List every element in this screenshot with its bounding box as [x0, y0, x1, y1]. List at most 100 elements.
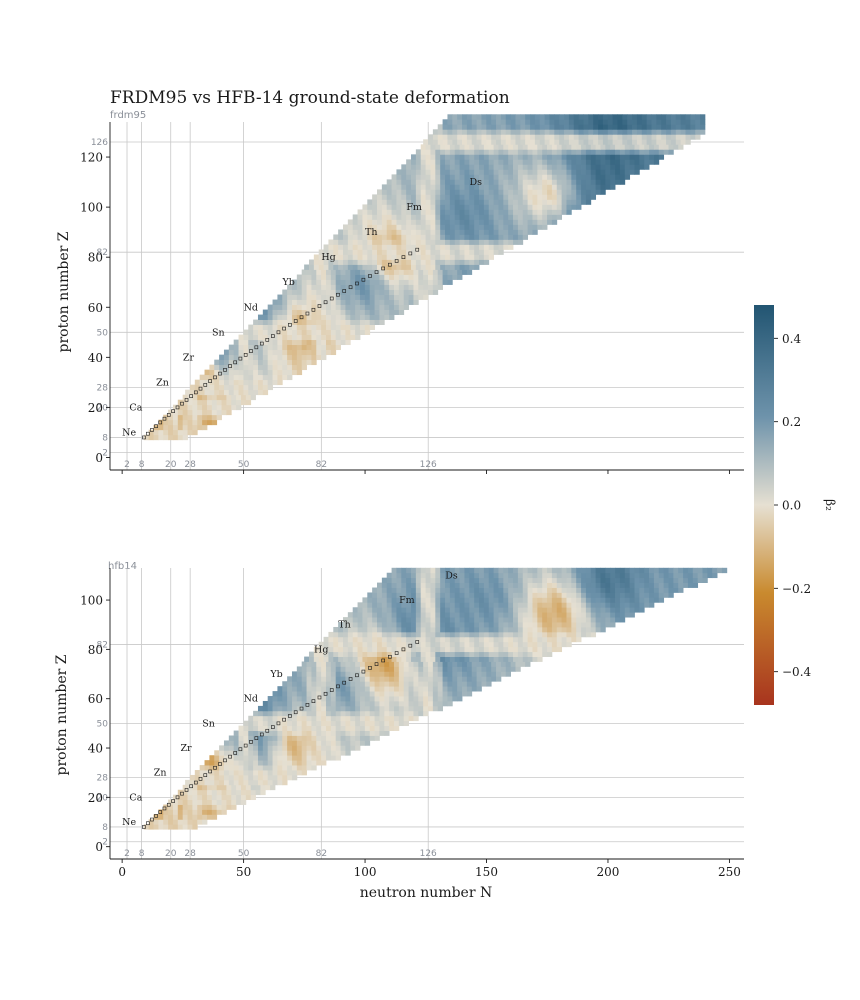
- heatmap-cell: [513, 204, 519, 210]
- heatmap-cell: [364, 735, 371, 741]
- heatmap-cell: [464, 189, 470, 195]
- heatmap-cell: [406, 582, 412, 588]
- heatmap-cell: [401, 214, 407, 220]
- stable-nucleus-marker: [293, 710, 298, 715]
- y-tick-label: 0: [95, 451, 103, 465]
- heatmap-cell: [347, 631, 354, 638]
- heatmap-cell: [452, 134, 458, 140]
- heatmap-cell: [590, 582, 597, 588]
- heatmap-cell: [602, 134, 609, 140]
- heatmap-cell: [627, 139, 633, 145]
- heatmap-cell: [547, 572, 553, 579]
- heatmap-cell: [355, 705, 361, 712]
- heatmap-cell: [488, 612, 495, 618]
- heatmap-cell: [610, 567, 616, 574]
- heatmap-cell: [359, 319, 366, 325]
- heatmap-cell: [513, 189, 519, 195]
- heatmap-cell: [291, 334, 298, 341]
- heatmap-cell: [420, 631, 426, 638]
- heatmap-cell: [369, 279, 375, 285]
- stable-nucleus-marker: [293, 319, 298, 323]
- heatmap-cell: [369, 661, 375, 667]
- heatmap-cell: [386, 597, 392, 603]
- heatmap-cell: [590, 577, 597, 583]
- heatmap-cell: [532, 617, 538, 623]
- heatmap-cell: [321, 661, 327, 667]
- heatmap-cell: [430, 244, 436, 250]
- heatmap-cell: [517, 169, 524, 175]
- heatmap-cell: [406, 622, 412, 628]
- heatmap-cell: [384, 294, 390, 300]
- heatmap-cell: [649, 567, 655, 574]
- heatmap-cell: [425, 239, 431, 245]
- heatmap-cell: [566, 587, 572, 593]
- heatmap-cell: [440, 592, 446, 598]
- heatmap-cell: [243, 344, 249, 351]
- heatmap-cell: [551, 189, 558, 195]
- stable-nucleus-marker: [175, 795, 180, 800]
- heatmap-cell: [396, 194, 402, 200]
- heatmap-cell: [272, 710, 278, 717]
- heatmap-cell: [627, 129, 633, 135]
- heatmap-cell: [311, 755, 317, 761]
- heatmap-cell: [605, 572, 611, 579]
- heatmap-cell: [561, 204, 567, 210]
- heatmap-cell: [381, 582, 388, 588]
- heatmap-cell: [323, 259, 329, 265]
- heatmap-cell: [277, 735, 283, 741]
- heatmap-cell: [153, 434, 159, 441]
- heatmap-cell: [330, 299, 337, 305]
- stable-nucleus-marker: [243, 743, 248, 748]
- heatmap-cell: [517, 159, 524, 165]
- heatmap-cell: [503, 224, 509, 230]
- z-magic-label: 50: [97, 328, 109, 338]
- heatmap-cell: [262, 760, 269, 766]
- heatmap-cell: [233, 389, 239, 396]
- heatmap-cell: [187, 404, 193, 411]
- heatmap-cell: [296, 760, 303, 766]
- heatmap-cell: [658, 572, 665, 579]
- heatmap-cell: [411, 641, 417, 648]
- heatmap-cell: [483, 592, 490, 598]
- heatmap-cell: [585, 622, 592, 628]
- heatmap-cell: [459, 617, 465, 623]
- heatmap-cell: [386, 631, 392, 638]
- heatmap-cell: [398, 700, 405, 707]
- heatmap-cell: [369, 686, 375, 692]
- heatmap-cell: [474, 631, 480, 638]
- stable-nucleus-marker: [203, 773, 208, 777]
- heatmap-cell: [615, 169, 621, 175]
- heatmap-cell: [423, 671, 429, 677]
- stable-nucleus-marker: [150, 817, 154, 822]
- heatmap-cell: [442, 671, 448, 677]
- heatmap-cell: [454, 607, 460, 613]
- heatmap-cell: [411, 607, 417, 613]
- heatmap-cell: [177, 419, 184, 426]
- heatmap-cell: [287, 344, 293, 351]
- heatmap-cell: [394, 661, 400, 667]
- heatmap-cell: [425, 646, 431, 653]
- heatmap-cell: [282, 309, 288, 315]
- heatmap-cell: [428, 681, 434, 687]
- heatmap-cell: [291, 364, 298, 371]
- heatmap-cell: [498, 577, 504, 583]
- heatmap-cell: [634, 159, 640, 165]
- heatmap-cell: [189, 384, 196, 391]
- heatmap-cell: [240, 789, 247, 796]
- heatmap-cell: [420, 607, 426, 613]
- heatmap-cell: [634, 597, 640, 603]
- heatmap-cell: [316, 681, 322, 687]
- heatmap-cell: [214, 389, 220, 396]
- heatmap-cell: [556, 189, 563, 195]
- heatmap-cell: [576, 622, 582, 628]
- stable-nuclei: [142, 247, 420, 440]
- heatmap-cell: [316, 666, 322, 672]
- heatmap-cell: [585, 174, 592, 180]
- heatmap-cell: [488, 597, 495, 603]
- heatmap-cell: [325, 304, 332, 310]
- heatmap-cell: [172, 409, 179, 416]
- heatmap-cell: [457, 671, 463, 677]
- heatmap-cell: [330, 339, 337, 346]
- heatmap-cell: [272, 349, 278, 356]
- heatmap-cell: [474, 239, 480, 245]
